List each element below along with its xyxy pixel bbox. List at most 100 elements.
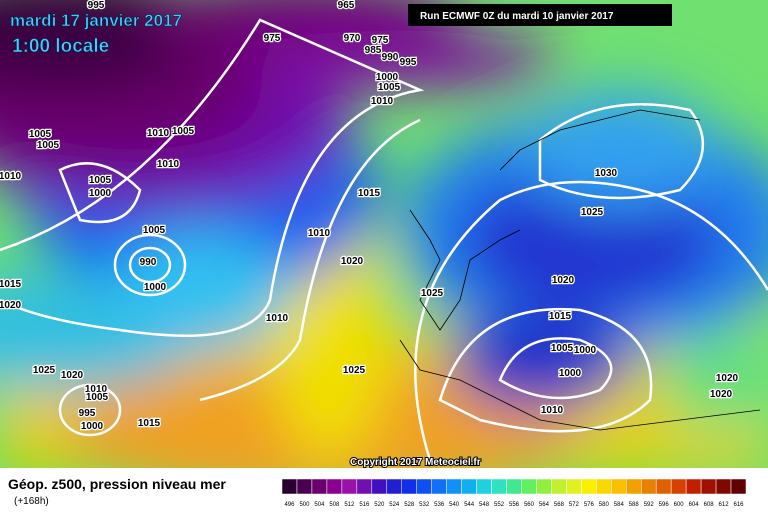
run-label: Run ECMWF 0Z du mardi 10 janvier 2017: [420, 11, 614, 22]
coastlines: [399, 109, 761, 431]
isobar-label: 1010: [85, 384, 108, 395]
isobar-label: 1010: [308, 228, 331, 239]
isobar-label: 1025: [33, 365, 56, 376]
isobar-label: 1000: [81, 421, 104, 432]
legend-label: 604: [689, 502, 700, 508]
isobar-label: 1010: [147, 128, 170, 139]
legend-swatch: [581, 478, 597, 495]
isobar-label: 1025: [581, 207, 604, 218]
time-label: 1:00 locale: [12, 36, 109, 57]
legend-label: 520: [374, 502, 385, 508]
isobar-label: 1005: [29, 129, 52, 140]
legend-swatch: [655, 478, 672, 495]
isobar-label: 1005: [172, 126, 195, 137]
legend-swatch: [551, 478, 567, 495]
legend-label: 564: [539, 502, 550, 508]
isobar-label: 1020: [341, 256, 364, 267]
isobar-label: 1005: [143, 225, 166, 236]
legend-swatch: [566, 478, 582, 495]
isobar-label: 1030: [595, 168, 618, 179]
legend-swatch: [611, 478, 627, 495]
legend-swatch: [461, 478, 477, 495]
legend-label: 600: [674, 502, 685, 508]
isobar-label: 995: [79, 408, 96, 419]
footer-lead: (+168h): [14, 496, 49, 507]
legend-label: 540: [449, 502, 460, 508]
legend-swatch: [476, 478, 492, 495]
legend-label: 612: [719, 502, 730, 508]
isobar-label: 975: [372, 35, 389, 46]
legend-swatch: [670, 478, 687, 495]
isobar-label: 985: [365, 45, 382, 56]
isobar-label: 1020: [710, 389, 733, 400]
isobar-label: 1005: [378, 82, 401, 93]
isobar-label: 1020: [552, 275, 575, 286]
isobar-label: 1025: [343, 365, 366, 376]
legend-swatch: [281, 478, 298, 495]
isobar-label: 1000: [376, 72, 399, 83]
isobar-label: 1000: [574, 345, 597, 356]
legend-label: 496: [284, 502, 295, 508]
legend-label: 528: [404, 502, 415, 508]
isobar-label: 975: [264, 33, 281, 44]
legend-swatch: [326, 478, 343, 495]
legend-swatch: [640, 478, 657, 495]
date-label: mardi 17 janvier 2017: [10, 11, 182, 30]
isobar-label: 1010: [371, 96, 394, 107]
legend-swatch: [536, 478, 552, 495]
legend-label: 548: [479, 502, 490, 508]
footer-title: Géop. z500, pression niveau mer: [8, 476, 226, 492]
isobar-label: 1010: [266, 313, 289, 324]
legend-swatch: [521, 478, 537, 495]
legend-label: 544: [464, 502, 475, 508]
legend-swatch: [296, 478, 313, 495]
legend-swatch: [446, 478, 462, 495]
legend-swatch: [626, 478, 642, 495]
legend-swatch: [700, 478, 717, 495]
isobar-label: 1015: [138, 418, 161, 429]
isobar-label: 1025: [421, 288, 444, 299]
isobar-label: 1015: [358, 188, 381, 199]
isobar-label: 1020: [61, 370, 84, 381]
legend-label: 516: [359, 502, 370, 508]
isobar-label: 995: [400, 57, 417, 68]
legend-label: 608: [704, 502, 715, 508]
isobar-label: 970: [344, 33, 361, 44]
legend-label: 560: [524, 502, 535, 508]
legend-swatch: [730, 478, 747, 495]
copyright: Copyright 2017 Meteociel.fr: [350, 457, 481, 468]
legend-swatch: [386, 478, 402, 495]
isobar-label: 1005: [37, 140, 60, 151]
isobar-label: 1005: [86, 392, 109, 403]
isobar-label: 1000: [144, 282, 167, 293]
isobar-label: 1020: [0, 300, 22, 311]
legend-swatch: [491, 478, 507, 495]
legend-label: 584: [614, 502, 625, 508]
isobar-label: 995: [88, 0, 105, 11]
legend-label: 508: [329, 502, 340, 508]
legend-label: 576: [584, 502, 595, 508]
isobar-label: 1010: [541, 405, 564, 416]
legend-swatch: [715, 478, 732, 495]
legend-label: 552: [494, 502, 505, 508]
legend-swatch: [341, 478, 358, 495]
legend-swatch: [356, 478, 373, 495]
legend-swatch: [431, 478, 447, 495]
legend-swatch: [401, 478, 417, 495]
legend-label: 512: [344, 502, 355, 508]
run-box: [408, 4, 672, 26]
legend-swatch: [416, 478, 432, 495]
isobar-label: 1000: [89, 188, 112, 199]
legend-label: 596: [659, 502, 670, 508]
isobar-label: 990: [140, 257, 157, 268]
isobar-label: 1020: [716, 373, 739, 384]
legend-label: 536: [434, 502, 445, 508]
isobar-label: 1005: [89, 175, 112, 186]
legend-label: 532: [419, 502, 430, 508]
isobar-label: 1015: [549, 311, 572, 322]
legend-swatch: [685, 478, 702, 495]
